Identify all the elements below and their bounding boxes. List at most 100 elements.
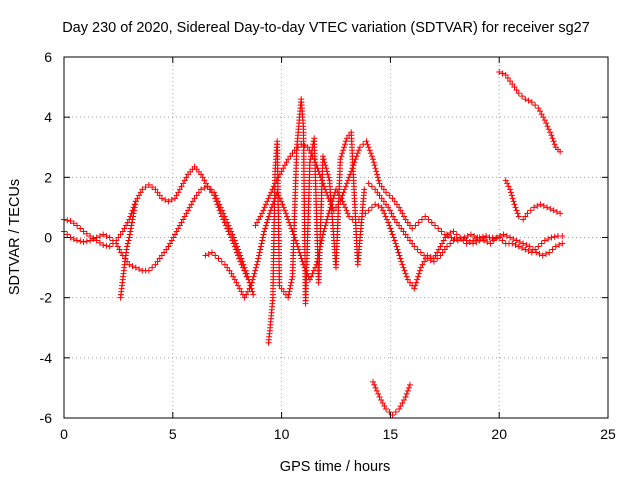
data-point	[284, 213, 291, 220]
data-point	[225, 222, 232, 229]
data-point	[257, 243, 264, 250]
data-point	[403, 273, 410, 280]
data-point	[207, 186, 214, 193]
data-point	[556, 242, 563, 249]
data-point	[538, 240, 545, 247]
data-point	[404, 234, 411, 241]
data-point	[342, 183, 349, 190]
data-point	[372, 384, 379, 391]
data-point	[259, 237, 266, 244]
data-point	[191, 195, 198, 202]
data-point	[525, 248, 532, 255]
data-point	[260, 231, 267, 238]
data-point	[383, 201, 390, 208]
data-point	[398, 258, 405, 265]
data-point	[338, 153, 345, 160]
data-point	[176, 222, 183, 229]
data-point	[365, 207, 372, 214]
data-point	[285, 216, 292, 223]
data-point	[404, 387, 411, 394]
data-point	[243, 291, 250, 298]
data-point	[205, 251, 212, 258]
data-point	[502, 72, 509, 79]
data-point	[380, 207, 387, 214]
data-point	[185, 207, 192, 214]
data-point	[509, 81, 516, 88]
data-point	[324, 171, 331, 178]
data-point	[549, 246, 556, 253]
data-point	[168, 237, 175, 244]
data-point	[445, 232, 452, 239]
data-point	[398, 225, 405, 232]
data-point	[415, 219, 422, 226]
data-point	[162, 196, 169, 203]
data-point	[553, 208, 560, 215]
data-point	[427, 257, 434, 264]
data-point	[385, 204, 392, 211]
data-point	[453, 236, 460, 243]
data-point	[402, 270, 409, 277]
data-point	[372, 201, 379, 208]
data-point	[541, 237, 548, 244]
data-point	[181, 177, 188, 184]
data-point	[447, 240, 454, 247]
data-point	[512, 204, 519, 211]
data-point	[158, 252, 165, 259]
data-point	[372, 165, 379, 172]
data-point	[547, 205, 554, 212]
data-point	[439, 240, 446, 247]
data-point	[550, 207, 557, 214]
data-point	[540, 114, 547, 121]
data-point	[399, 261, 406, 268]
data-point	[340, 201, 347, 208]
data-point	[551, 233, 558, 240]
data-point	[381, 210, 388, 217]
data-point	[370, 159, 377, 166]
data-point	[236, 285, 243, 292]
data-point	[324, 168, 331, 175]
data-point	[64, 217, 71, 224]
data-point	[464, 232, 471, 239]
data-point	[238, 288, 245, 295]
data-point	[369, 378, 376, 385]
data-point	[67, 217, 74, 224]
data-point	[471, 232, 478, 239]
data-point	[254, 258, 261, 265]
data-point	[149, 264, 156, 271]
data-point	[154, 258, 161, 265]
data-point	[250, 291, 257, 298]
data-point	[403, 390, 410, 397]
data-point	[386, 408, 393, 415]
data-point	[447, 229, 454, 236]
data-point	[371, 162, 378, 169]
data-point	[400, 228, 407, 235]
chart-title: Day 230 of 2020, Sidereal Day-to-day VTE…	[62, 20, 590, 36]
data-point	[500, 231, 507, 238]
data-point	[545, 126, 552, 133]
data-point	[402, 393, 409, 400]
data-point	[278, 285, 285, 292]
data-point	[77, 238, 84, 245]
y-tick-label: 6	[44, 49, 52, 65]
data-point	[497, 232, 504, 239]
data-point	[173, 228, 180, 235]
data-point	[371, 381, 378, 388]
data-point	[132, 201, 139, 208]
data-point	[181, 213, 188, 220]
data-point	[126, 234, 133, 241]
data-point	[178, 183, 185, 190]
data-point	[346, 213, 353, 220]
data-point	[165, 198, 172, 205]
data-point	[165, 243, 172, 250]
data-point	[373, 387, 380, 394]
data-point	[487, 240, 494, 247]
data-point	[119, 228, 126, 235]
data-point	[204, 183, 211, 190]
data-point	[391, 198, 398, 205]
data-point	[129, 219, 135, 226]
data-point	[121, 225, 128, 232]
data-point	[309, 270, 316, 277]
data-point	[261, 204, 268, 211]
data-point	[413, 279, 420, 286]
data-point	[212, 252, 219, 259]
